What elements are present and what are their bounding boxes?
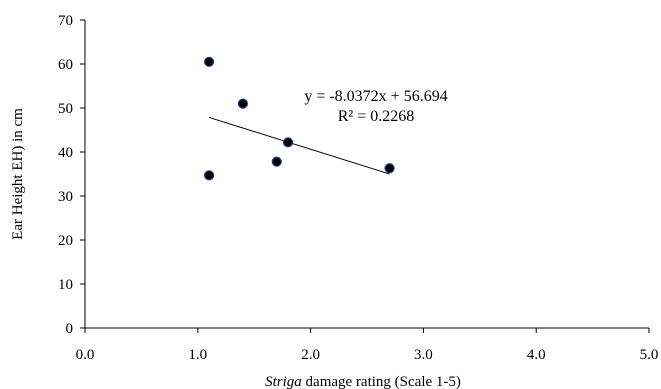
- r-squared-label: R² = 0.2268: [338, 108, 415, 125]
- y-tick-label: 0: [66, 321, 74, 337]
- trendline: [208, 116, 390, 175]
- y-tick-label: 20: [58, 233, 73, 249]
- x-axis-title-rest: damage rating (Scale 1-5): [302, 374, 461, 389]
- y-axis-title: Ear Height EH) in cm: [10, 108, 26, 240]
- x-axis-title-italic: Striga: [265, 374, 302, 389]
- x-tick-label: 2.0: [301, 347, 320, 363]
- data-point: [282, 137, 294, 148]
- data-point: [384, 163, 395, 174]
- trendline-equation: y = -8.0372x + 56.694: [304, 88, 447, 105]
- axes: [84, 20, 649, 329]
- y-tick-label: 10: [58, 277, 73, 293]
- x-tick-label: 5.0: [640, 347, 659, 363]
- y-tick-label: 30: [58, 189, 73, 205]
- y-tick-label: 50: [58, 101, 73, 117]
- data-point: [203, 56, 215, 67]
- y-tick-label: 60: [58, 57, 73, 73]
- data-point: [271, 156, 282, 167]
- x-tick-label: 4.0: [527, 347, 546, 363]
- y-tick-label: 70: [58, 13, 73, 29]
- x-axis-ticks: 0.0 1.0 2.0 3.0 4.0 5.0: [76, 328, 659, 363]
- x-tick-label: 3.0: [414, 347, 433, 363]
- y-tick-label: 40: [58, 145, 73, 161]
- x-tick-label: 0.0: [76, 347, 95, 363]
- data-points: [203, 56, 395, 181]
- x-axis-title: Striga damage rating (Scale 1-5): [265, 374, 461, 389]
- y-axis-ticks: 0 10 20 30 40 50 60 70: [58, 13, 85, 337]
- data-point: [203, 170, 215, 181]
- x-tick-label: 1.0: [188, 347, 207, 363]
- data-point: [237, 98, 249, 109]
